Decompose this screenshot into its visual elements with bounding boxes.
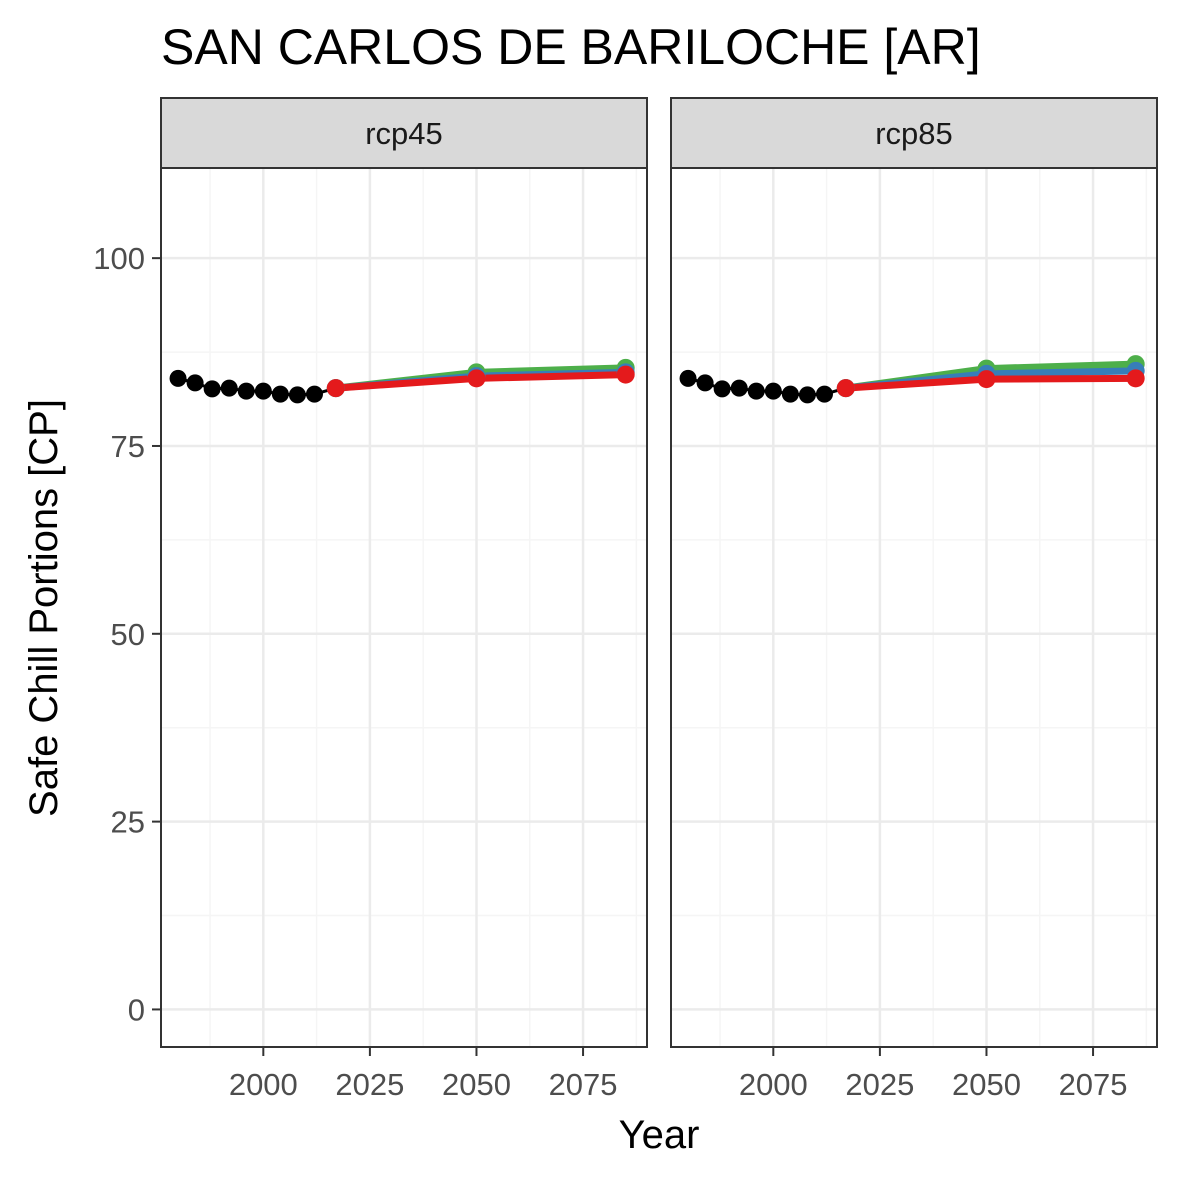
series-point-red: [836, 379, 855, 398]
facet-label: rcp85: [875, 116, 953, 151]
panel-rcp45: rcp45 2000 2025 2050 2075: [160, 97, 648, 1102]
historic-point: [237, 382, 255, 400]
historic-point: [305, 385, 323, 403]
series-point-red: [326, 379, 345, 398]
historic-point: [696, 374, 714, 392]
panel-background: [161, 168, 647, 1047]
historic-point: [169, 369, 187, 387]
x-tick-label: 2025: [845, 1067, 914, 1102]
x-tick-label: 2075: [549, 1067, 618, 1102]
x-tick-label: 2025: [335, 1067, 404, 1102]
historic-point: [713, 380, 731, 398]
x-tick-label: 2000: [739, 1067, 808, 1102]
y-tick-label: 50: [111, 617, 145, 652]
historic-point: [730, 379, 748, 397]
historic-point: [747, 382, 765, 400]
panel-border: [160, 167, 648, 1048]
x-tick-label: 2050: [442, 1067, 511, 1102]
historic-point: [764, 382, 782, 400]
historic-point: [203, 380, 221, 398]
y-tick-label: 25: [111, 805, 145, 840]
facet-strip: [670, 97, 1158, 169]
facet-panels: rcp45 2000 2025 2050 2075 rcp85 2000 2025 2050 20…: [160, 97, 1158, 1102]
panel-rcp85: rcp85 2000 2025 2050 2075: [670, 97, 1158, 1102]
chart-title: SAN CARLOS DE BARILOCHE [AR]: [161, 19, 981, 75]
x-tick-label: 2075: [1059, 1067, 1128, 1102]
facet-label: rcp45: [365, 116, 443, 151]
x-tick-label: 2000: [229, 1067, 298, 1102]
x-tick-label: 2050: [952, 1067, 1021, 1102]
panel-background: [671, 168, 1157, 1047]
y-axis-title: Safe Chill Portions [CP]: [22, 399, 66, 817]
y-tick-label: 75: [111, 429, 145, 464]
facet-strip: [160, 97, 648, 169]
historic-point: [781, 385, 799, 403]
historic-point: [798, 386, 816, 404]
y-tick-label: 0: [128, 992, 145, 1027]
historic-point: [220, 379, 238, 397]
y-axis: 0 25 50 75 100: [93, 241, 161, 1027]
series-point-red: [1126, 369, 1145, 388]
series-point-red: [616, 365, 635, 384]
historic-line: [687, 376, 847, 397]
historic-point: [679, 369, 697, 387]
series-point-red: [977, 370, 996, 389]
historic-point: [288, 386, 306, 404]
series-point-red: [467, 369, 486, 388]
historic-point: [186, 374, 204, 392]
historic-point: [815, 385, 833, 403]
y-tick-label: 100: [93, 241, 145, 276]
historic-line: [177, 376, 337, 397]
panel-border: [670, 167, 1158, 1048]
x-axis-title: Year: [619, 1113, 700, 1157]
historic-point: [254, 382, 272, 400]
historic-point: [271, 385, 289, 403]
